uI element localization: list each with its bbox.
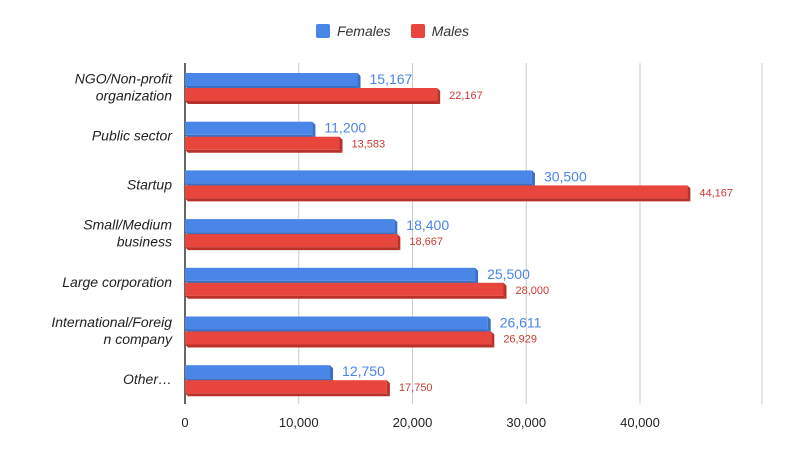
legend-label-males: Males [431, 23, 470, 39]
bar-bottom-males-6 [185, 393, 390, 397]
legend-swatch-males [410, 24, 425, 38]
data-label-females-3: 18,400 [406, 217, 449, 233]
bar-side-males-1 [339, 136, 343, 153]
category-label-3: Small/Medium business [83, 217, 172, 250]
bar-males-1 [185, 136, 340, 150]
category-label-4: Large corporation [62, 274, 172, 290]
data-label-females-4: 25,500 [487, 266, 530, 282]
bar-side-males-0 [437, 88, 441, 104]
bar-females-0 [185, 73, 358, 86]
x-tick-label-2: 20,000 [393, 415, 433, 430]
x-tick-label-3: 30,000 [506, 415, 546, 430]
data-label-males-1: 13,583 [352, 139, 386, 151]
bar-side-females-0 [357, 73, 361, 89]
bar-females-3 [185, 219, 395, 233]
category-label-2: Startup [127, 176, 172, 192]
bar-males-5 [185, 331, 492, 345]
data-label-females-1: 11,200 [324, 120, 366, 136]
data-label-females-6: 12,750 [342, 363, 385, 379]
bar-bottom-males-0 [185, 101, 441, 104]
data-label-males-5: 26,929 [503, 334, 537, 346]
bar-males-0 [185, 88, 438, 101]
bar-bottom-males-4 [185, 295, 507, 299]
data-label-males-4: 28,000 [516, 285, 550, 297]
bar-males-2 [185, 185, 688, 199]
bar-side-females-2 [531, 170, 535, 187]
bar-side-females-4 [475, 267, 479, 284]
bar-males-3 [185, 234, 398, 248]
bar-side-males-3 [397, 234, 401, 251]
bar-side-females-5 [487, 316, 491, 333]
category-label-5: International/Foreig n company [51, 314, 173, 347]
legend-item-males[interactable]: Males [410, 21, 470, 41]
bar-males-6 [185, 380, 387, 394]
data-label-females-2: 30,500 [544, 168, 587, 184]
x-tick-label-4: 40,000 [620, 415, 660, 430]
legend-label-females: Females [336, 23, 391, 39]
bar-side-females-3 [394, 219, 398, 236]
x-tick-label-1: 10,000 [279, 415, 319, 430]
chart-legend: Females Males [0, 21, 785, 41]
legend-item-females[interactable]: Females [315, 21, 391, 41]
data-label-males-2: 44,167 [699, 187, 733, 199]
legend-swatch-females [315, 24, 330, 38]
bar-bottom-males-2 [185, 198, 691, 202]
bar-females-5 [185, 316, 488, 330]
category-label-1: Public sector [92, 128, 173, 144]
bar-side-males-2 [687, 185, 691, 202]
category-label-6: Other… [123, 371, 172, 387]
bar-side-males-5 [491, 331, 495, 348]
bar-side-females-6 [330, 365, 334, 382]
bar-side-males-6 [386, 380, 390, 397]
x-tick-label-0: 0 [181, 415, 188, 430]
bar-females-6 [185, 365, 331, 379]
bar-bottom-males-3 [185, 247, 401, 251]
bar-side-males-4 [503, 282, 507, 299]
data-label-females-5: 26,611 [500, 315, 542, 331]
bar-side-females-1 [312, 121, 316, 138]
bar-bottom-males-5 [185, 344, 495, 348]
bar-females-4 [185, 267, 476, 281]
bar-bottom-males-1 [185, 149, 343, 153]
data-label-males-3: 18,667 [409, 236, 443, 248]
bar-males-4 [185, 282, 504, 296]
data-label-males-0: 22,167 [449, 90, 483, 102]
bar-females-2 [185, 170, 532, 184]
category-label-0: NGO/Non-profit organization [75, 71, 173, 104]
data-label-males-6: 17,750 [399, 382, 433, 394]
bar-females-1 [185, 121, 313, 135]
data-label-females-0: 15,167 [370, 71, 413, 87]
